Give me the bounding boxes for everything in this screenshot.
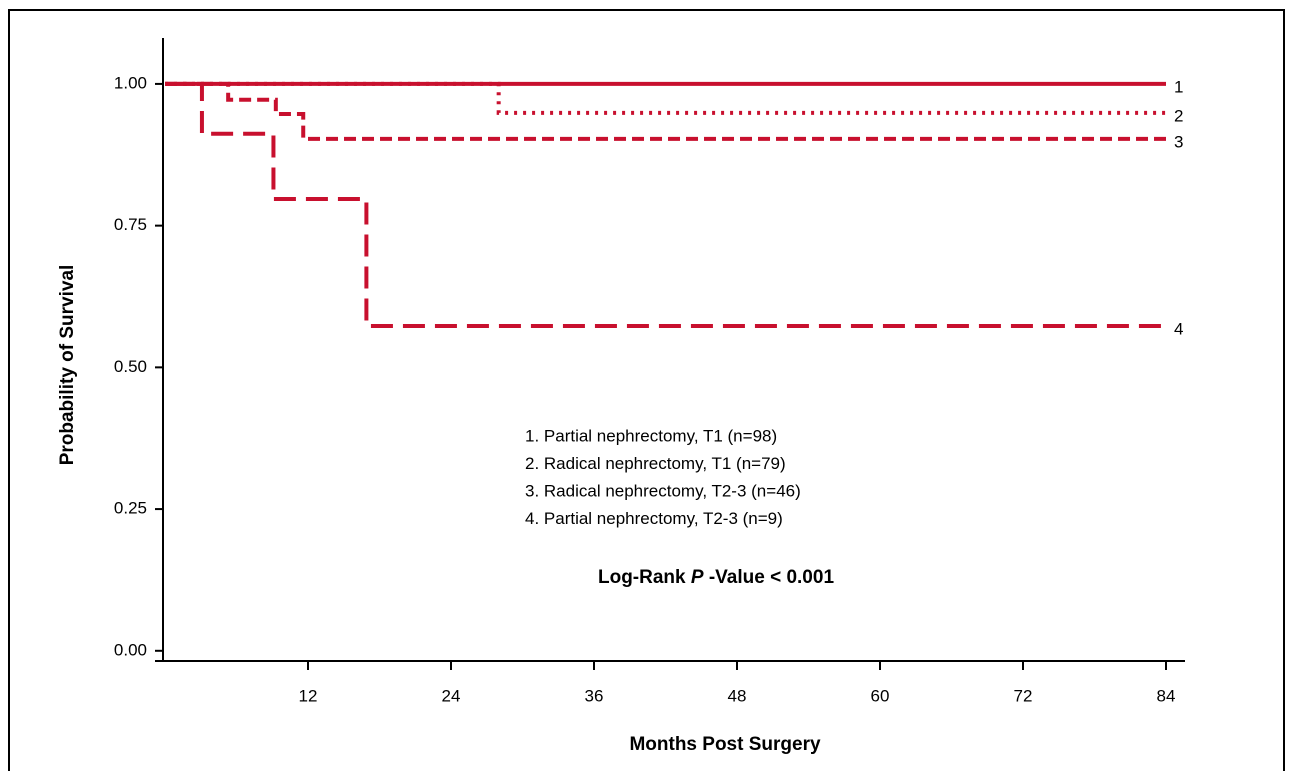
end-label: 1 xyxy=(1174,77,1183,96)
x-tick-label: 24 xyxy=(442,686,461,705)
survival-curve xyxy=(165,81,1166,328)
annotation-italic: P xyxy=(691,567,704,588)
x-axis-title: Months Post Surgery xyxy=(629,734,821,755)
survival-curve xyxy=(165,81,1166,115)
annotation-suffix: -Value < 0.001 xyxy=(704,567,835,588)
end-label: 4 xyxy=(1174,319,1183,338)
frame xyxy=(8,9,1285,771)
y-tick-label: 0.75 xyxy=(114,215,147,234)
legend-entry: 2. Radical nephrectomy, T1 (n=79) xyxy=(525,454,786,473)
x-tick-label: 36 xyxy=(585,686,604,705)
x-tick-label: 60 xyxy=(871,686,890,705)
survival-curve xyxy=(165,81,1166,141)
end-label: 3 xyxy=(1174,132,1183,151)
legend-entry: 4. Partial nephrectomy, T2-3 (n=9) xyxy=(525,509,783,528)
annotation-prefix: Log-Rank xyxy=(598,567,691,588)
y-tick-label: 0.50 xyxy=(114,357,147,376)
x-tick-label: 84 xyxy=(1157,686,1176,705)
y-tick-label: 0.25 xyxy=(114,499,147,518)
annotation: Log-Rank P -Value < 0.001 xyxy=(598,567,834,588)
y-axis-title: Probability of Survival xyxy=(57,265,78,466)
legend-entry: 3. Radical nephrectomy, T2-3 (n=46) xyxy=(525,481,801,500)
x-tick-label: 48 xyxy=(728,686,747,705)
x-tick-label: 12 xyxy=(299,686,318,705)
y-tick-label: 1.00 xyxy=(114,73,147,92)
x-tick-label: 72 xyxy=(1014,686,1033,705)
legend-entry: 1. Partial nephrectomy, T1 (n=98) xyxy=(525,426,777,445)
end-label: 2 xyxy=(1174,106,1183,125)
y-tick-label: 0.00 xyxy=(114,640,147,659)
